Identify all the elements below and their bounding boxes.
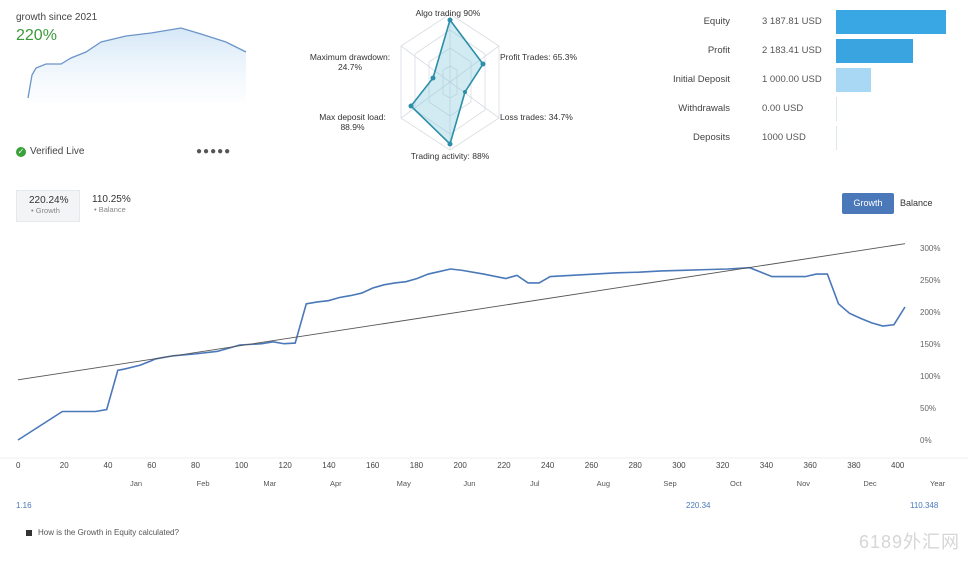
stat-label: Deposits [693, 132, 730, 143]
month-label: Sep [663, 479, 677, 488]
month-label: Mar [263, 479, 277, 488]
chart-footer-middle: 220.34 [686, 501, 711, 510]
tab-growth[interactable]: 220.24% • Growth [16, 190, 80, 222]
y-tick-label: 200% [920, 308, 941, 317]
x-tick-label: 0 [16, 461, 21, 470]
x-tick-label: 140 [322, 461, 336, 470]
verified-label: Verified Live [30, 146, 85, 157]
month-label: Year [930, 479, 946, 488]
month-label: Nov [796, 479, 810, 488]
y-tick-label: 100% [920, 372, 941, 381]
watermark-logo: 6189外汇网 [858, 532, 960, 552]
tab-balance-value: 110.25% [92, 194, 131, 205]
stat-bar [836, 97, 837, 121]
y-tick-label: 0% [920, 436, 932, 445]
x-tick-label: 100 [234, 461, 249, 470]
growth-chart [0, 243, 968, 459]
x-tick-label: 360 [803, 461, 817, 470]
x-tick-label: 160 [366, 461, 380, 470]
stat-bar [836, 39, 913, 63]
check-icon: ✓ [16, 146, 26, 157]
stat-label: Initial Deposit [672, 74, 730, 85]
stat-label: Profit [707, 45, 730, 56]
equity-note[interactable]: How is the Growth in Equity calculated? [26, 528, 179, 537]
y-tick-label: 300% [920, 244, 941, 253]
growth-sparkline [27, 27, 247, 102]
growth-title: growth since 2021 [16, 12, 98, 23]
x-tick-label: 60 [147, 461, 157, 470]
equity-note-text: How is the Growth in Equity calculated? [38, 528, 179, 537]
month-label: Jan [130, 479, 143, 488]
month-label: May [396, 479, 411, 488]
month-label: Dec [863, 479, 877, 488]
x-tick-label: 280 [628, 461, 642, 470]
x-tick-label: 20 [59, 461, 69, 470]
stat-label: Equity [703, 16, 730, 27]
stat-label: Withdrawals [678, 103, 730, 114]
bullet-icon [26, 529, 32, 536]
month-label: Apr [330, 479, 342, 488]
growth-summary-panel: growth since 2021 220% ✓ Verified Live ●… [0, 0, 260, 170]
stat-value: 1000 USD [762, 132, 806, 143]
chart-footer-left: 1.16 [16, 501, 32, 510]
stat-bar [836, 126, 837, 150]
stat-bar [836, 68, 872, 92]
y-tick-label: 250% [920, 276, 941, 285]
x-tick-label: 300 [672, 461, 686, 470]
stat-value: 3 187.81 USD [762, 16, 822, 27]
x-tick-label: 120 [278, 461, 292, 470]
x-tick-label: 240 [541, 461, 555, 470]
y-tick-label: 50% [920, 404, 937, 413]
rating-stars: ●●●●● [196, 146, 232, 157]
x-tick-label: 220 [497, 461, 511, 470]
month-label: Jun [463, 479, 476, 488]
x-tick-label: 180 [409, 461, 424, 470]
tab-balance[interactable]: 110.25% • Balance [90, 190, 152, 220]
stat-value: 0.00 USD [762, 103, 804, 114]
stat-value: 2 183.41 USD [762, 45, 822, 56]
x-tick-label: 200 [453, 461, 467, 470]
radar-panel: Algo trading 90% Profit Trades: 65.3% Lo… [300, 0, 600, 170]
x-tick-label: 400 [891, 461, 905, 470]
month-label: Oct [730, 479, 742, 488]
y-tick-label: 150% [920, 340, 941, 349]
account-stats: Equity 3 187.81 USD Profit 2 183.41 USD Init… [650, 0, 968, 160]
radar-label-profit: Profit Trades: 65.3% [500, 52, 578, 62]
stat-bar [836, 10, 946, 34]
x-tick-label: 40 [103, 461, 113, 470]
tab-balance-label: • Balance [94, 205, 126, 214]
series-line-growth [17, 266, 906, 441]
verified-badge: ✓ Verified Live [16, 146, 84, 157]
month-label: Aug [596, 479, 611, 488]
stat-value: 1 000.00 USD [762, 74, 822, 85]
tab-growth-value: 220.24% [29, 195, 69, 206]
radar-label-loss: Loss trades: 34.7% [500, 112, 573, 122]
radar-chart [400, 13, 500, 151]
radar-label-algo: Algo trading 90% [415, 8, 481, 18]
radar-label-drawdown: Maximum drawdown: 24.7% [309, 52, 391, 72]
radar-label-deposit-load: Max deposit load: 88.9% [319, 112, 386, 132]
x-tick-label: 380 [847, 461, 861, 470]
month-label: Jul [530, 479, 540, 488]
x-tick-label: 80 [191, 461, 200, 470]
series-line-trend [17, 243, 906, 381]
x-tick-label: 340 [759, 461, 774, 470]
balance-button[interactable]: Balance [900, 198, 933, 208]
radar-label-activity: Trading activity: 88% [410, 151, 490, 161]
growth-button[interactable]: Growth [842, 193, 894, 214]
x-tick-label: 320 [716, 461, 730, 470]
month-label: Feb [196, 479, 210, 488]
growth-value: 220% [16, 27, 57, 44]
x-tick-label: 260 [584, 461, 599, 470]
tab-growth-label: • Growth [31, 206, 60, 215]
chart-footer-right: 110.348 [910, 501, 939, 510]
